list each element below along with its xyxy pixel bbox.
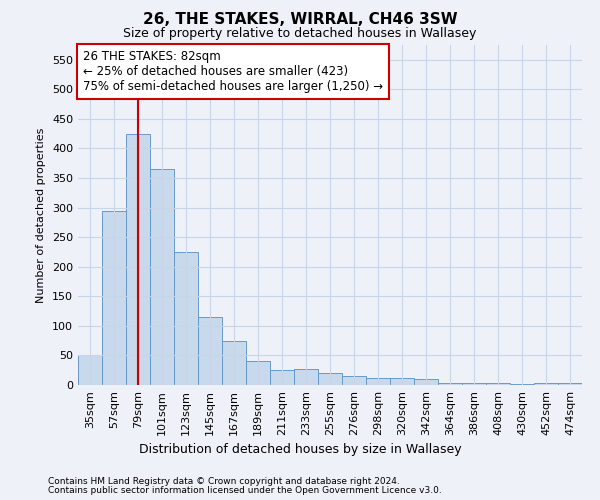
Text: Contains HM Land Registry data © Crown copyright and database right 2024.: Contains HM Land Registry data © Crown c… [48,477,400,486]
Bar [534,382,558,385]
Bar [222,340,246,385]
Bar [510,384,534,385]
Bar [78,356,102,385]
Bar [294,369,318,385]
Bar [342,376,366,385]
Bar [438,382,462,385]
Bar [366,378,390,385]
Bar [462,382,486,385]
Bar [126,134,150,385]
Text: Size of property relative to detached houses in Wallasey: Size of property relative to detached ho… [124,28,476,40]
Text: Contains public sector information licensed under the Open Government Licence v3: Contains public sector information licen… [48,486,442,495]
Bar [246,362,270,385]
Bar [390,378,414,385]
Bar [102,210,126,385]
Bar [318,373,342,385]
Bar [174,252,198,385]
Bar [558,382,582,385]
Text: 26, THE STAKES, WIRRAL, CH46 3SW: 26, THE STAKES, WIRRAL, CH46 3SW [143,12,457,28]
Text: Distribution of detached houses by size in Wallasey: Distribution of detached houses by size … [139,442,461,456]
Bar [486,382,510,385]
Bar [270,370,294,385]
Bar [198,317,222,385]
Text: 26 THE STAKES: 82sqm
← 25% of detached houses are smaller (423)
75% of semi-deta: 26 THE STAKES: 82sqm ← 25% of detached h… [83,50,383,93]
Y-axis label: Number of detached properties: Number of detached properties [37,128,46,302]
Bar [414,379,438,385]
Bar [150,169,174,385]
